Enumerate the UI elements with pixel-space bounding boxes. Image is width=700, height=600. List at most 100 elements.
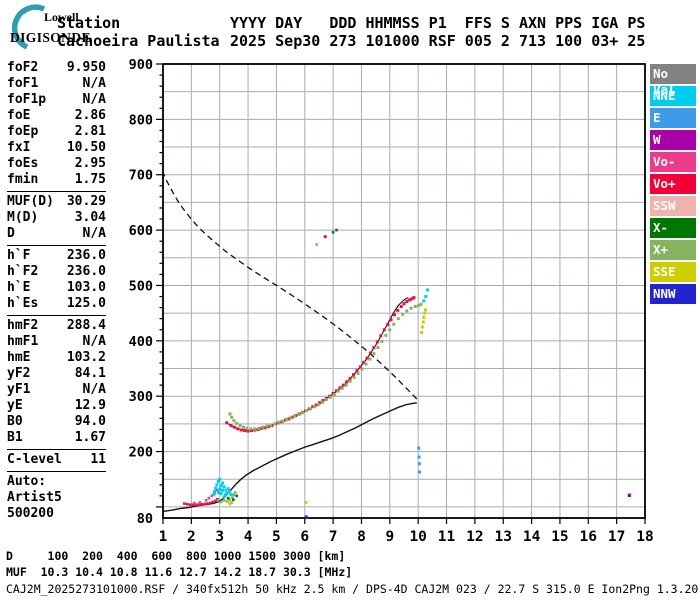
parameter-label: MUF(D) — [7, 194, 54, 209]
trace-second-hop-vo+ — [323, 235, 327, 239]
parameter-label: foF1p — [7, 92, 47, 107]
parameter-row-hf2: h`F2 236.0 — [7, 264, 106, 280]
parameter-label: h`F2 — [7, 264, 39, 279]
measurement-header-fields: YYYY DAY DDD HHMMSS P1 FFS S AXN PPS IGA… — [230, 14, 646, 32]
parameter-value: N/A — [82, 92, 106, 107]
svg-text:17: 17 — [608, 529, 625, 545]
svg-text:16: 16 — [580, 529, 597, 545]
parameter-value: 2.86 — [74, 108, 106, 123]
svg-text:12: 12 — [466, 529, 483, 545]
parameter-value: N/A — [82, 226, 106, 241]
parameter-row-hme: hmE 103.2 — [7, 350, 106, 366]
panel-separator — [7, 449, 106, 450]
svg-text:9: 9 — [385, 529, 394, 545]
panel-separator — [7, 191, 106, 192]
svg-text:7: 7 — [329, 529, 338, 545]
logo-digisonde-text: DIGISONDE — [10, 30, 91, 45]
svg-text:200: 200 — [129, 445, 153, 461]
parameter-row-b0: B0 94.0 — [7, 414, 106, 430]
muf-row: MUF 10.3 10.4 10.8 11.6 12.7 14.2 18.7 3… — [6, 565, 353, 579]
parameter-value: 236.0 — [66, 248, 106, 263]
digisonde-logo: Lowell DIGISONDE — [6, 4, 110, 54]
parameter-row-fxi: fxI 10.50 — [7, 140, 106, 156]
svg-text:900: 900 — [129, 58, 153, 73]
plot-border — [162, 63, 646, 519]
parameter-row-yf1: yF1 N/A — [7, 382, 106, 398]
measurement-header-values: 2025 Sep30 273 101000 RSF 005 2 713 100 … — [230, 32, 646, 50]
grid-layer — [163, 64, 645, 518]
parameter-row-foep: foEp 2.81 — [7, 124, 106, 140]
parameter-value: 12.9 — [74, 398, 106, 413]
parameter-value: 94.0 — [74, 414, 106, 429]
muf-table: D 100 200 400 600 800 1000 1500 3000 [km… — [6, 548, 352, 580]
parameter-value: 11 — [90, 452, 106, 467]
parameter-row-d: D N/A — [7, 226, 106, 242]
parameter-label: foE — [7, 108, 31, 123]
svg-text:11: 11 — [438, 529, 456, 545]
trace-stray-w — [627, 493, 632, 497]
legend-item-e: E — [650, 108, 696, 128]
parameter-row-hmf2: hmF2 288.4 — [7, 318, 106, 334]
trace-stray-sse-low — [304, 501, 308, 504]
parameter-row-md: M(D) 3.04 — [7, 210, 106, 226]
parameter-label: B1 — [7, 430, 23, 445]
parameter-label: yF1 — [7, 382, 31, 397]
parameter-row-fof1: foF1 N/A — [7, 76, 106, 92]
axis-ticks — [156, 63, 646, 524]
parameter-row-hmf1: hmF1 N/A — [7, 334, 106, 350]
parameter-label: hmF1 — [7, 334, 39, 349]
parameter-value: 2.95 — [74, 156, 106, 171]
trace-range-spread-e — [417, 446, 422, 474]
measurement-header: YYYY DAY DDD HHMMSS P1 FFS S AXN PPS IGA… — [230, 14, 645, 50]
trace-spread-top-sse — [420, 308, 427, 334]
svg-text:4: 4 — [244, 529, 253, 545]
parameter-row-foe: foE 2.86 — [7, 108, 106, 124]
svg-text:15: 15 — [551, 529, 568, 545]
legend-item-w: W — [650, 130, 696, 150]
trace-spread-top-nne — [422, 288, 429, 303]
trace-f-trace-x-mode-x+ — [228, 302, 423, 431]
distance-row: D 100 200 400 600 800 1000 1500 3000 [km… — [6, 549, 346, 563]
trace-es-cluster-x- — [226, 494, 238, 501]
parameter-row-clevel: C-level 11 — [7, 452, 106, 468]
parameter-label: D — [7, 226, 15, 241]
ionogram-chart: 900 800 700 600 500 400 300 200 80 1 2 3 4 5 6 7 8 9 10 11 1… — [125, 57, 665, 558]
svg-text:80: 80 — [137, 511, 153, 527]
parameter-value: 103.0 — [66, 280, 106, 295]
panel-separator — [7, 245, 106, 246]
parameter-label: M(D) — [7, 210, 39, 225]
legend-item-noval: No Val — [650, 64, 696, 97]
parameter-value: 10.50 — [66, 140, 106, 155]
parameter-value: 1.75 — [74, 172, 106, 187]
svg-text:3: 3 — [215, 529, 224, 545]
parameter-row-b1: B1 1.67 — [7, 430, 106, 446]
trace-second-hop-x- — [331, 228, 338, 234]
autoscaling-info: Auto: — [7, 474, 47, 489]
legend-item-x-: X- — [650, 218, 696, 238]
parameter-label: foF2 — [7, 60, 39, 75]
parameter-value: 103.2 — [66, 350, 106, 365]
parameter-value: 9.950 — [66, 60, 106, 75]
parameter-row-mufd: MUF(D) 30.29 — [7, 194, 106, 210]
svg-text:6: 6 — [300, 529, 309, 545]
station-label: Station — [57, 14, 121, 32]
parameter-label: h`F — [7, 248, 31, 263]
parameter-label: yE — [7, 398, 23, 413]
autoscaling-info: 500200 — [7, 506, 54, 521]
legend-item-nne: NNE — [650, 86, 696, 106]
svg-text:400: 400 — [129, 334, 153, 350]
parameter-row-hes: h`Es 125.0 — [7, 296, 106, 312]
status-line: CAJ2M_2025273101000.RSF / 340fx512h 50 k… — [6, 582, 699, 596]
parameter-row-foes: foEs 2.95 — [7, 156, 106, 172]
parameter-label: h`E — [7, 280, 31, 295]
parameter-label: yF2 — [7, 366, 31, 381]
svg-text:2: 2 — [187, 529, 196, 545]
svg-text:8: 8 — [357, 529, 366, 545]
line-f-trace-fit — [227, 297, 409, 432]
svg-text:13: 13 — [495, 529, 512, 545]
parameter-value: 125.0 — [66, 296, 106, 311]
legend-item-x+: X+ — [650, 240, 696, 260]
parameter-value: 30.29 — [66, 194, 106, 209]
